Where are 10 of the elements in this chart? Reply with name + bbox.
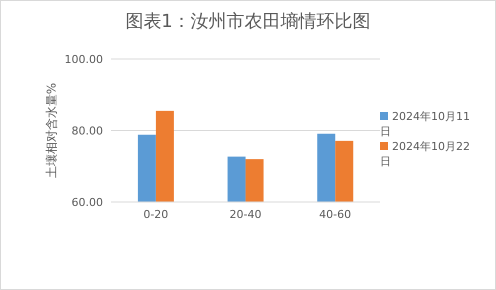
legend-label: 2024年10月22日 xyxy=(380,140,470,168)
x-tick-label: 0-20 xyxy=(143,208,168,221)
y-axis-title: 土壤相对含水量% xyxy=(44,82,58,178)
x-tick-label: 40-60 xyxy=(319,208,352,221)
x-tick-label: 20-40 xyxy=(230,208,262,221)
chart-title: 图表1：汝州市农田墒情环比图 xyxy=(124,10,372,33)
y-tick-label: 100.00 xyxy=(64,52,103,66)
y-tick-label: 60.00 xyxy=(72,196,103,209)
legend-label: 2024年10月11日 xyxy=(380,110,470,138)
y-tick-label: 80.00 xyxy=(72,124,103,138)
